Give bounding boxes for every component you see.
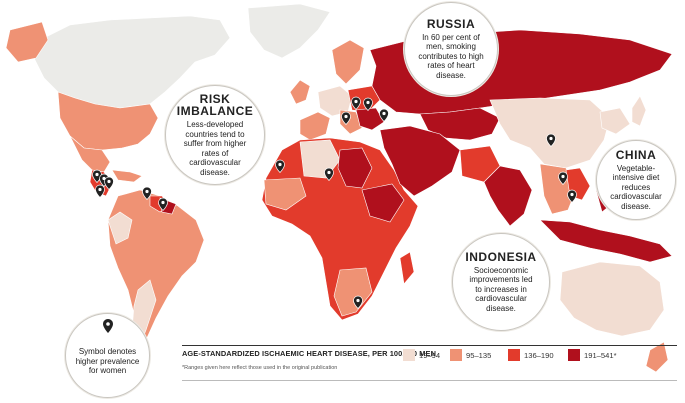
map-pin-icon (275, 159, 285, 174)
map-pin-icon (95, 184, 105, 199)
legend-swatch-3 (508, 349, 520, 361)
map-pin-icon (363, 97, 373, 112)
map-pin-icon (351, 96, 361, 111)
map-pin-icon (102, 319, 113, 333)
map-pin-icon (353, 295, 363, 310)
legend-note: *Ranges given here reflect those used in… (182, 365, 338, 371)
legend-title: AGE-STANDARDIZED ISCHAEMIC HEART DISEASE… (182, 349, 437, 358)
callout-risk-text: Less-developed countries tend to suffer … (183, 120, 247, 177)
map-pin-icon (567, 189, 577, 204)
oceania (559, 261, 669, 373)
legend-item-4: 191–541* (568, 349, 617, 361)
legend-label-1: 19–94 (419, 350, 441, 360)
legend-swatch-2 (450, 349, 462, 361)
legend-swatch-4 (568, 349, 580, 361)
callout-risk-title: RISK IMBALANCE (176, 92, 254, 118)
callout-indonesia-title: INDONESIA (465, 249, 537, 264)
legend-label-3: 136–190 (524, 350, 554, 360)
legend-item-2: 95–135 (450, 349, 491, 361)
map-pin-icon (341, 111, 351, 126)
europe (289, 39, 385, 141)
callout-china-title: CHINA (615, 147, 657, 162)
callout-symbol: Symbol denotes higher prevalence for wom… (65, 313, 150, 398)
map-pin-icon (158, 197, 168, 212)
legend-item-1: 19–94 (403, 349, 440, 361)
pins-layer (92, 96, 577, 310)
map-pin-icon (142, 186, 152, 201)
callout-symbol-text: Symbol denotes higher prevalence for wom… (75, 347, 140, 376)
africa (261, 137, 419, 321)
callout-indonesia-text: Socioeconomic improvements led to increa… (469, 265, 533, 313)
middle-east (379, 125, 501, 197)
callout-risk-imbalance: RISK IMBALANCE Less-developed countries … (165, 85, 265, 185)
legend-rule (182, 345, 677, 346)
map-pin-icon (546, 133, 556, 148)
map-pin-icon (324, 167, 334, 182)
legend-swatch-1 (403, 349, 415, 361)
callout-russia-text: In 60 per cent of men, smoking contribut… (418, 32, 484, 80)
callout-russia-title: RUSSIA (426, 16, 476, 31)
callout-china-text: Vegetable-intensive diet reduces cardiov… (610, 163, 662, 211)
legend-label-2: 95–135 (466, 350, 492, 360)
map-pin-icon (379, 108, 389, 123)
map-pin-icon (104, 176, 114, 191)
legend-item-3: 136–190 (508, 349, 554, 361)
callout-russia: RUSSIA In 60 per cent of men, smoking co… (404, 2, 498, 96)
bottom-rule (182, 380, 677, 381)
map-pin-icon (558, 171, 568, 186)
legend-label-4: 191–541* (584, 350, 617, 360)
callout-china: CHINA Vegetable-intensive diet reduces c… (596, 140, 676, 220)
callout-indonesia: INDONESIA Socioeconomic improvements led… (452, 233, 550, 331)
